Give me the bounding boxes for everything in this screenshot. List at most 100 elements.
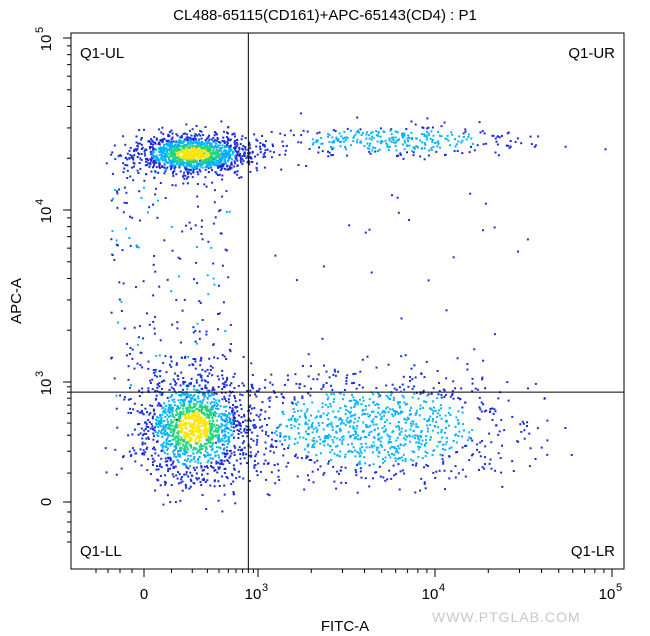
- event-dot: [212, 343, 215, 346]
- event-dot: [183, 440, 186, 443]
- event-dot: [293, 410, 296, 413]
- event-dot: [222, 448, 225, 451]
- event-dot: [165, 441, 168, 444]
- event-dot: [157, 479, 160, 482]
- event-dot: [431, 141, 434, 143]
- event-dot: [198, 412, 201, 415]
- event-dot: [395, 439, 398, 442]
- event-dot: [232, 151, 234, 154]
- event-dot: [161, 449, 164, 452]
- event-dot: [179, 417, 182, 420]
- event-dot: [353, 421, 356, 424]
- event-dot: [207, 142, 210, 144]
- event-dot: [181, 480, 184, 483]
- event-dot: [154, 170, 157, 173]
- event-dot: [377, 391, 379, 394]
- event-dot: [227, 137, 230, 140]
- event-dot: [188, 423, 191, 426]
- event-dot: [445, 309, 448, 312]
- event-dot: [175, 442, 178, 445]
- event-dot: [149, 145, 151, 148]
- event-dot: [241, 135, 244, 138]
- event-dot: [327, 155, 330, 158]
- event-dot: [204, 386, 207, 389]
- event-dot: [227, 126, 230, 129]
- event-dot: [170, 404, 173, 407]
- event-dot: [420, 133, 423, 136]
- event-dot: [262, 144, 264, 147]
- event-dot: [205, 185, 208, 188]
- event-dot: [255, 470, 258, 473]
- event-dot: [192, 395, 195, 397]
- event-dot: [226, 418, 229, 421]
- event-dot: [169, 422, 172, 425]
- event-dot: [406, 402, 409, 405]
- event-dot: [202, 154, 205, 157]
- event-dot: [154, 141, 156, 144]
- event-dot: [181, 420, 184, 423]
- event-dot: [198, 159, 201, 162]
- event-dot: [467, 439, 469, 442]
- event-dot: [217, 428, 220, 431]
- event-dot: [348, 224, 351, 227]
- event-dot: [249, 420, 252, 422]
- event-dot: [172, 475, 175, 478]
- event-dot: [211, 466, 214, 469]
- event-dot: [354, 403, 357, 405]
- event-dot: [205, 435, 207, 438]
- event-dot: [223, 459, 226, 462]
- event-dot: [139, 167, 142, 170]
- event-dot: [191, 166, 194, 169]
- event-dot: [180, 436, 183, 439]
- event-dot: [136, 169, 139, 172]
- event-dot: [215, 392, 218, 395]
- event-dot: [227, 436, 230, 439]
- event-dot: [464, 445, 467, 447]
- event-dot: [217, 328, 219, 331]
- event-dot: [177, 154, 180, 157]
- event-dot: [135, 141, 138, 144]
- event-dot: [337, 140, 340, 142]
- event-dot: [182, 132, 185, 135]
- event-dot: [192, 147, 195, 150]
- event-dot: [440, 431, 443, 433]
- event-dot: [163, 143, 165, 146]
- event-dot: [196, 171, 199, 173]
- event-dot: [478, 451, 481, 454]
- event-dot: [206, 442, 209, 445]
- event-dot: [156, 422, 159, 425]
- event-dot: [339, 392, 342, 395]
- event-dot: [200, 466, 203, 469]
- event-dot: [244, 431, 247, 434]
- event-dot: [196, 183, 199, 185]
- event-dot: [221, 195, 224, 198]
- event-dot: [214, 156, 216, 159]
- event-dot: [254, 455, 257, 458]
- event-dot: [354, 469, 357, 471]
- event-dot: [139, 351, 142, 354]
- event-dot: [216, 151, 219, 154]
- event-dot: [464, 401, 467, 404]
- event-dot: [147, 162, 150, 165]
- event-dot: [143, 128, 145, 131]
- event-dot: [428, 134, 431, 137]
- event-dot: [133, 326, 136, 329]
- event-dot: [189, 478, 192, 481]
- event-dot: [179, 455, 182, 458]
- event-dot: [386, 478, 389, 481]
- event-dot: [144, 442, 147, 445]
- event-dot: [229, 323, 232, 326]
- event-dot: [159, 166, 161, 169]
- event-dot: [164, 460, 167, 463]
- event-dot: [334, 374, 337, 377]
- event-dot: [183, 151, 186, 154]
- event-dot: [190, 163, 193, 166]
- event-dot: [444, 137, 447, 140]
- event-dot: [365, 426, 368, 428]
- event-dot: [145, 448, 148, 450]
- event-dot: [220, 459, 223, 462]
- event-dot: [155, 137, 158, 140]
- event-dot: [212, 430, 215, 433]
- event-dot: [162, 428, 165, 431]
- event-dot: [151, 457, 154, 460]
